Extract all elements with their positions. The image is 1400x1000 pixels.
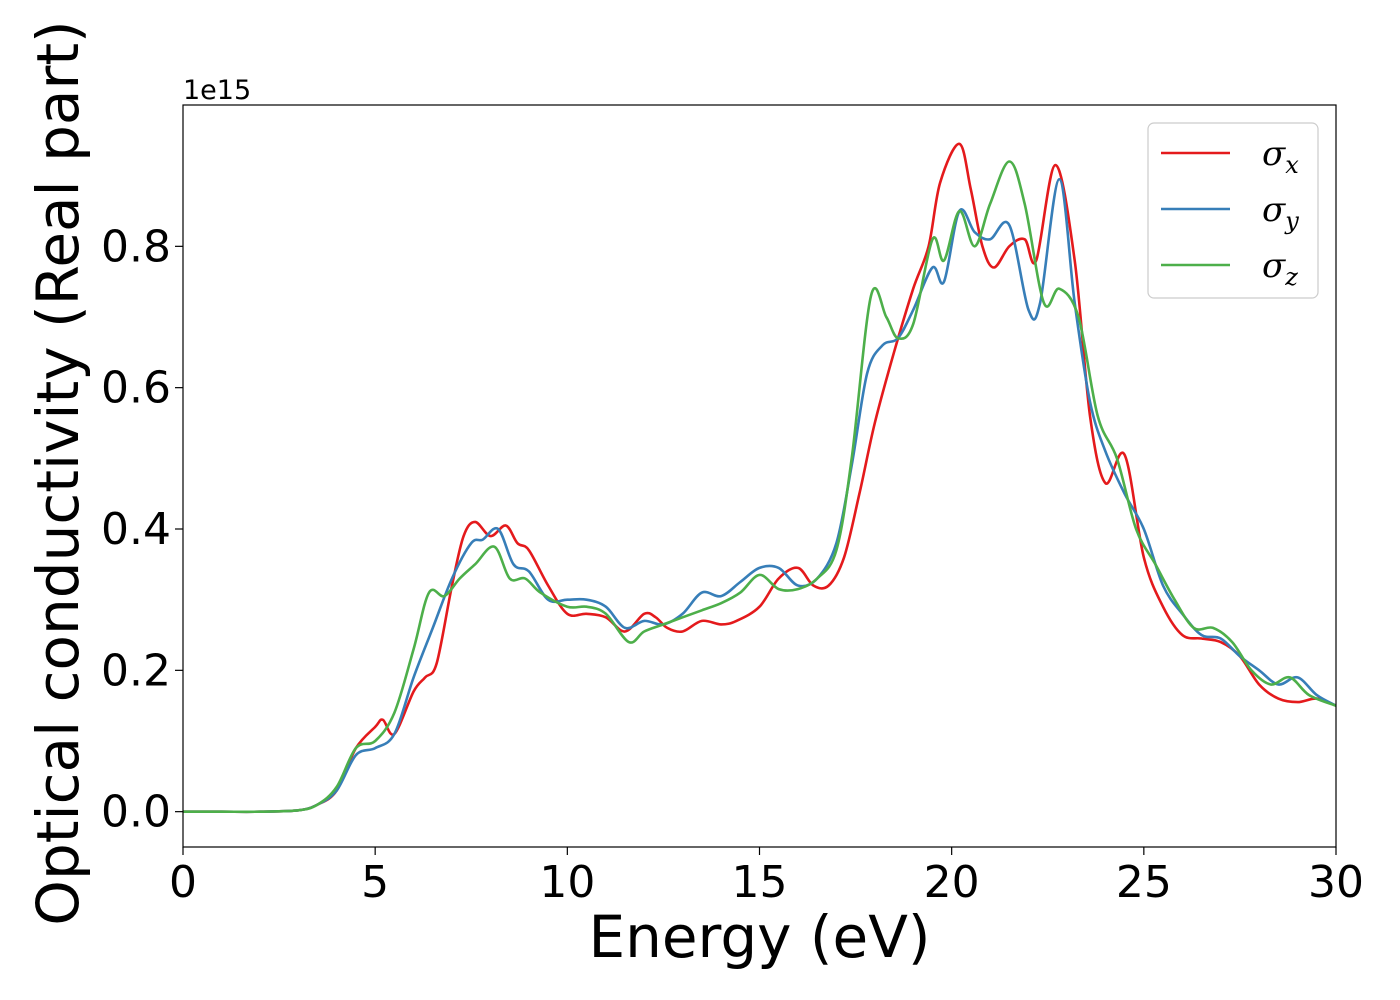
y-tick-label: 0.0 [101,787,171,838]
x-tick-label: 0 [169,857,197,908]
legend-label-subscript: x [1285,151,1299,179]
series-line-y [183,177,1336,814]
ticks-layer: 0 5 10 15 20 25 30 0.0 0.2 0.4 0.6 0.8 [101,221,1364,908]
legend-label-base: σ [1262,246,1286,286]
legend-label-z: σz [1262,246,1298,291]
legend-label-subscript: z [1284,263,1298,291]
x-axis-label: Energy (eV) [588,903,930,971]
y-offset-label: 1e15 [183,75,251,106]
y-tick-label: 0.2 [101,645,171,696]
legend-label-base: σ [1262,134,1286,174]
y-tick-label: 0.6 [101,363,171,414]
legend-label-base: σ [1262,190,1286,230]
y-axis-label: Optical conductivity (Real part) [24,20,92,925]
legend-label-x: σx [1262,134,1299,179]
x-tick-label: 10 [539,857,595,908]
series-line-x [183,142,1336,814]
series-layer [183,142,1336,814]
x-tick-label: 20 [924,857,980,908]
legend-label-subscript: y [1284,207,1299,235]
series-line-z [183,160,1336,814]
x-tick-label: 25 [1116,857,1172,908]
y-tick-label: 0.8 [101,221,171,272]
legend-box [1147,122,1319,299]
y-tick-label: 0.4 [101,504,171,555]
x-tick-label: 5 [361,857,389,908]
x-tick-label: 30 [1308,857,1364,908]
x-tick-label: 15 [732,857,788,908]
legend-label-y: σy [1262,190,1299,235]
